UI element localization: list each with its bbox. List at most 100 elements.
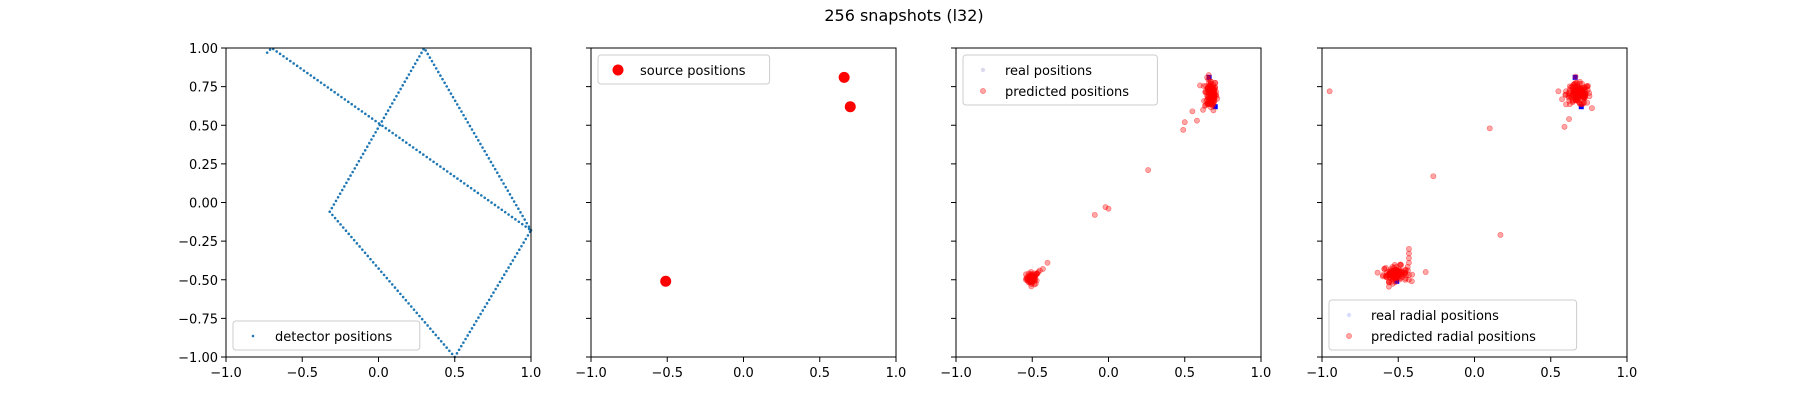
x-tick-label: −0.5: [1016, 366, 1048, 381]
data-point: [381, 124, 384, 128]
data-point: [1566, 89, 1572, 96]
data-point: [407, 302, 410, 305]
data-point: [265, 51, 269, 54]
data-point: [411, 65, 415, 69]
data-point: [401, 138, 405, 142]
data-point: [1497, 232, 1504, 238]
data-point: [1430, 173, 1437, 180]
data-point: [299, 66, 302, 70]
data-point: [399, 87, 402, 91]
data-point: [451, 95, 455, 99]
data-point: [450, 352, 454, 356]
subplot-panels: −1.0 −0.5 0.0 0.5 1.0 −1.00 −0.75 −0.50 −0.25 0.0…: [178, 42, 1637, 381]
data-point: [435, 162, 439, 166]
data-point: [412, 308, 416, 311]
data-point: [481, 309, 485, 312]
data-point: [1181, 119, 1188, 126]
data-point: [347, 177, 350, 181]
data-point: [1559, 96, 1565, 103]
data-point: [1572, 73, 1579, 80]
data-point: [430, 59, 434, 63]
data-point: [330, 206, 334, 210]
data-point: [1398, 262, 1404, 269]
legend-box: [1328, 299, 1578, 351]
data-point: [437, 336, 440, 340]
data-point: [341, 226, 345, 229]
data-point: [413, 62, 417, 65]
data-point: [1406, 250, 1412, 257]
data-point: [479, 312, 482, 316]
data-point: [360, 110, 364, 113]
data-point: [426, 52, 430, 56]
data-point: [355, 242, 359, 245]
legend: source positions: [597, 54, 771, 85]
data-point: [517, 207, 520, 211]
data-point: [474, 135, 478, 139]
data-point: [384, 112, 388, 116]
data-point: [462, 113, 465, 117]
data-point: [376, 127, 379, 130]
data-point: [1200, 106, 1206, 113]
data-point: [329, 88, 333, 92]
data-point: [493, 203, 497, 207]
x-tick-label: 0.5: [1540, 366, 1561, 381]
data-point: [487, 298, 491, 302]
data-point: [350, 102, 353, 106]
data-point: [1408, 278, 1415, 285]
data-point: [491, 164, 495, 167]
data-point: [1563, 101, 1569, 108]
data-point: [1380, 272, 1386, 278]
x-tick-label: 1.0: [521, 366, 542, 381]
data-point: [514, 218, 517, 221]
data-point: [407, 73, 411, 76]
data-point: [439, 339, 443, 343]
data-point: [1402, 270, 1409, 276]
data-point: [426, 324, 429, 327]
data-point: [333, 216, 337, 220]
data-point: [371, 260, 375, 264]
data-point: [420, 51, 423, 55]
legend-marker: [980, 88, 986, 94]
data-point: [844, 101, 856, 113]
data-point: [452, 174, 456, 178]
data-point: [525, 221, 529, 225]
data-point: [439, 165, 442, 168]
data-point: [1570, 81, 1577, 88]
data-point: [387, 129, 391, 132]
data-point: [1406, 245, 1412, 252]
legend-marker: [1346, 333, 1352, 339]
data-point: [464, 117, 467, 121]
data-point: [397, 91, 400, 94]
y-tick-label: −1.00: [178, 351, 218, 366]
x-tick-label: −1.0: [1306, 366, 1338, 381]
plot-area: [660, 71, 856, 287]
legend: real positions predicted positions: [962, 54, 1158, 106]
data-point: [361, 248, 364, 251]
data-point: [1210, 107, 1217, 114]
data-point: [1194, 117, 1200, 124]
data-point: [1029, 279, 1036, 286]
data-point: [497, 206, 500, 209]
data-point: [527, 225, 531, 229]
data-point: [434, 333, 438, 337]
data-point: [504, 185, 508, 189]
y-tick-label: 0.25: [189, 158, 218, 173]
data-point: [496, 284, 500, 287]
data-point: [520, 244, 523, 248]
data-point: [527, 227, 531, 231]
data-point: [468, 330, 472, 334]
data-point: [1589, 105, 1595, 112]
data-point: [1212, 104, 1218, 110]
data-point: [434, 67, 438, 70]
data-point: [391, 131, 394, 135]
data-point: [466, 184, 469, 188]
plot-area: [265, 47, 533, 359]
data-point: [374, 119, 377, 123]
data-point: [1208, 86, 1214, 93]
data-point: [384, 126, 388, 130]
subplot-1: −1.0 −0.5 0.0 0.5 1.0 −1.00 −0.75 −0.50 −0.25 0.0…: [178, 42, 541, 381]
data-point: [425, 155, 429, 159]
plot-area: [1023, 72, 1221, 290]
data-point: [1566, 116, 1572, 122]
data-point: [366, 254, 370, 258]
